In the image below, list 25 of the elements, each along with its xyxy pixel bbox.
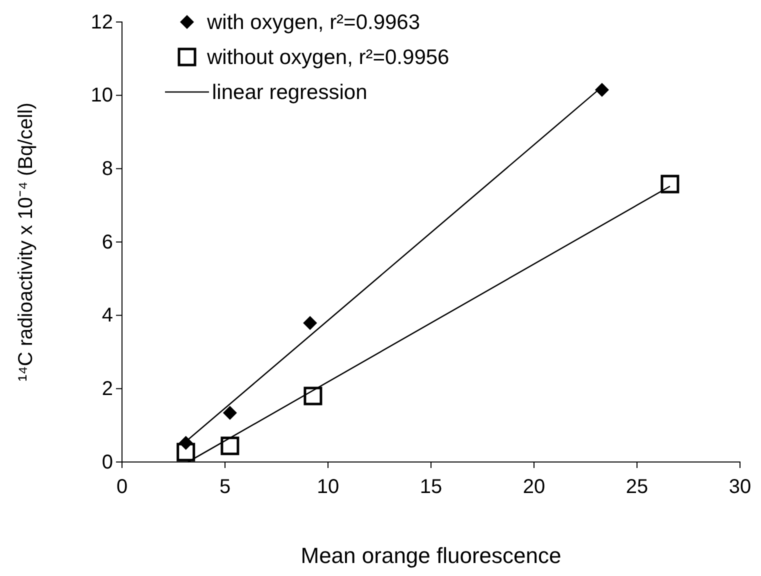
y-axis-title: ¹⁴C radioactivity x 10⁻⁴ (Bq/cell) (15, 102, 37, 382)
legend-label: with oxygen, r²=0.9963 (206, 11, 420, 34)
x-tick-label: 0 (116, 476, 128, 498)
y-tick-label: 4 (102, 304, 113, 327)
x-tick-label: 25 (626, 476, 648, 498)
x-tick-label: 15 (420, 476, 442, 498)
point (660, 174, 680, 194)
x-tick-label: 10 (316, 476, 340, 498)
x-tick-label: 30 (728, 476, 752, 498)
x-tick-label: 20 (522, 476, 546, 498)
y-tick-label: 6 (102, 231, 113, 254)
y-tick-label: 2 (102, 378, 113, 400)
y-tick-label: 0 (102, 451, 113, 474)
point (303, 316, 318, 330)
y-tick-label: 12 (90, 11, 113, 34)
legend-label: without oxygen, r²=0.9956 (206, 46, 450, 69)
y-tick-label: 10 (90, 84, 113, 107)
x-axis-title: Mean orange fluorescence (300, 543, 562, 568)
point (222, 406, 237, 420)
x-tick-label: 5 (219, 476, 231, 498)
y-tick-label: 8 (102, 158, 113, 180)
point (304, 386, 322, 406)
point (220, 436, 240, 456)
legend-label: linear regression (212, 81, 368, 104)
point (176, 442, 196, 462)
